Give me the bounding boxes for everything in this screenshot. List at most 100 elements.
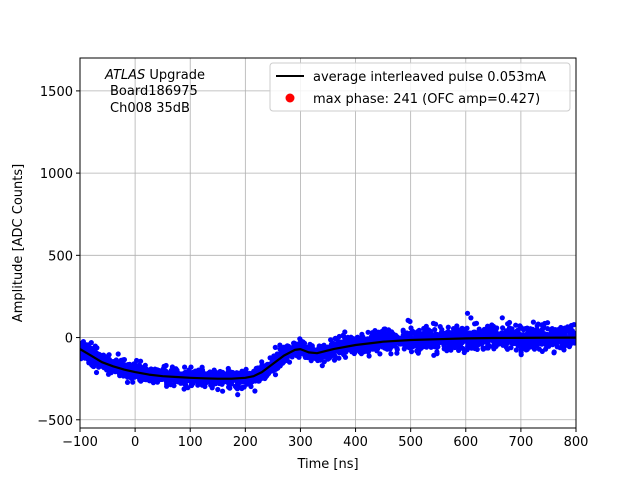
scatter-point [281,344,287,350]
scatter-point [365,329,371,335]
scatter-point [276,352,282,358]
scatter-point [335,338,341,344]
scatter-point [336,333,342,340]
scatter-point [542,320,548,327]
scatter-point [127,361,133,367]
scatter-point [472,345,478,351]
scatter-point [138,358,144,364]
scatter-point [568,322,575,329]
scatter-point [500,325,506,331]
scatter-point [557,345,563,351]
scatter-point [277,342,283,348]
scatter-point [94,345,100,351]
scatter-point [452,344,458,351]
legend-entry-average: average interleaved pulse 0.053mA [313,70,546,85]
scatter-point [190,369,196,375]
scatter-point [490,323,497,329]
scatter-point [547,338,553,344]
x-tick-label: 600 [453,435,478,450]
scatter-point [470,329,477,335]
scatter-point [248,380,254,386]
scatter-point [331,357,338,363]
scatter-point [89,362,95,368]
scatter-point [224,379,230,385]
scatter-point [220,388,226,394]
scatter-point [225,365,231,372]
scatter-point [365,349,371,355]
scatter-point [234,386,240,392]
scatter-point [361,349,367,355]
scatter-point [351,337,358,344]
annotation-atlas: ATLAS [104,68,145,83]
scatter-point [375,343,381,349]
scatter-point [93,369,100,376]
scatter-point [540,326,546,332]
scatter-point [256,378,262,384]
scatter-point [570,338,576,344]
scatter-point [199,364,205,370]
scatter-point [170,370,176,376]
scatter-point [464,310,471,316]
scatter-point [499,315,505,321]
scatter-point [382,326,388,332]
scatter-point [396,340,402,346]
scatter-point [506,330,512,336]
scatter-point [268,367,274,373]
scatter-point [459,325,465,331]
scatter-point [389,329,395,335]
scatter-point [483,338,489,344]
scatter-point [400,327,406,333]
annotation-line-3: Ch008 35dB [110,101,190,116]
scatter-point [137,373,143,379]
scatter-point [530,326,536,332]
scatter-point [171,383,177,389]
scatter-point [85,357,91,363]
scatter-point [272,344,278,350]
scatter-point [259,359,265,365]
scatter-point [298,343,304,349]
scatter-point [379,334,385,340]
scatter-point [131,361,137,367]
scatter-point [344,339,350,345]
scatter-point [215,386,221,393]
x-tick-label: −100 [62,435,98,450]
scatter-point [313,347,319,353]
scatter-point [508,345,514,351]
scatter-point [530,319,537,325]
scatter-point [118,357,124,363]
scatter-point [217,373,223,379]
scatter-point [445,324,451,330]
scatter-point [193,378,199,384]
scatter-point [485,345,491,351]
scatter-point [472,321,478,327]
annotation-upgrade: Upgrade [145,68,205,83]
scatter-point [181,386,187,392]
scatter-point [105,352,112,359]
scatter-point [161,363,167,369]
legend: average interleaved pulse 0.053mA max ph… [269,62,571,112]
annotation-line-2: Board186975 [110,84,198,99]
scatter-point [277,346,283,352]
scatter-point [542,340,549,346]
scatter-point [336,355,342,361]
scatter-point [479,338,485,345]
scatter-point [420,344,426,350]
scatter-point [522,346,528,352]
legend-entry-max-phase: max phase: 241 (OFC amp=0.427) [313,92,540,107]
scatter-point [458,339,464,345]
x-tick-label: 300 [288,435,313,450]
scatter-point [460,345,466,352]
scatter-point [408,330,414,336]
scatter-point [562,331,569,337]
scatter-point [213,370,219,376]
scatter-point [243,379,249,385]
scatter-point [513,347,519,353]
scatter-point [549,326,555,332]
scatter-point [364,336,371,342]
scatter-point [439,327,445,333]
scatter-point [423,323,429,329]
scatter-point [277,363,283,369]
scatter-point [341,352,347,358]
scatter-point [518,352,524,358]
scatter-point [355,347,361,353]
